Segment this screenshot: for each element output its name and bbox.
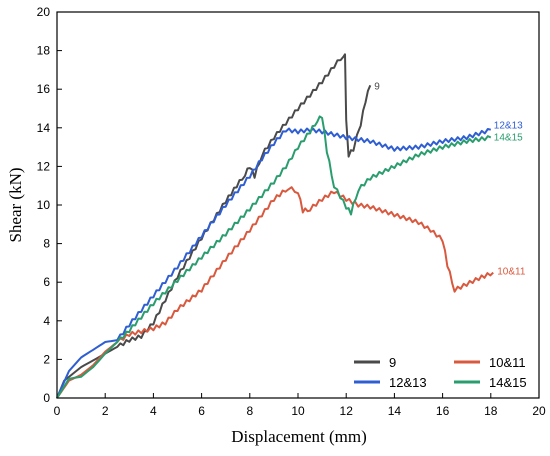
legend-label: 12&13 [389,375,427,390]
legend-label: 14&15 [489,375,527,390]
series-line-10-11 [56,186,494,399]
x-tick-label: 18 [484,404,498,418]
y-tick-label: 10 [37,198,51,212]
y-tick-label: 16 [37,82,51,96]
x-tick-label: 0 [54,404,61,418]
y-tick-label: 20 [37,5,51,19]
x-tick-label: 16 [436,404,450,418]
y-tick-label: 6 [43,275,50,289]
series-end-label: 10&11 [497,267,526,278]
series-end-label: 14&15 [494,132,523,143]
x-tick-label: 20 [532,404,546,418]
x-axis-title: Displacement (mm) [231,427,367,446]
series-line-12-13 [56,127,492,399]
series-end-label: 12&13 [494,121,523,132]
x-tick-label: 10 [291,404,305,418]
series-line-9 [56,53,372,399]
y-tick-label: 18 [37,44,51,58]
series-line-14-15 [56,115,492,399]
y-tick-label: 12 [37,159,51,173]
x-tick-label: 14 [388,404,402,418]
legend-label: 9 [389,355,396,370]
legend-label: 10&11 [489,355,526,370]
x-tick-label: 6 [198,404,205,418]
legend: 9 10&11 12&13 14&15 [354,355,527,390]
y-tick-label: 14 [37,121,51,135]
x-tick-label: 8 [246,404,253,418]
y-axis-title: Shear (kN) [6,167,25,242]
y-tick-label: 0 [43,391,50,405]
x-tick-label: 4 [150,404,157,418]
y-tick-label: 8 [43,237,50,251]
y-tick-label: 2 [43,352,50,366]
x-tick-label: 2 [102,404,109,418]
y-tick-label: 4 [43,314,50,328]
series-end-label: 9 [374,81,380,92]
x-tick-label: 12 [340,404,354,418]
